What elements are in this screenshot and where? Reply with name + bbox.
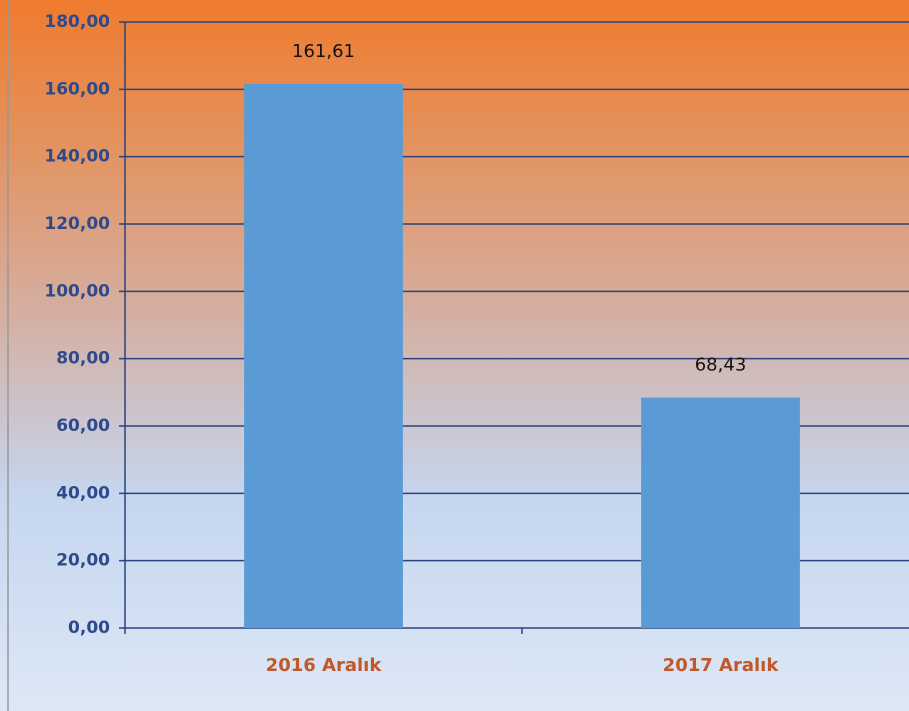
y-tick-label: 40,00 [56,483,110,503]
y-tick-label: 80,00 [56,349,110,369]
bar [641,397,800,628]
y-tick-label: 160,00 [44,79,110,99]
y-tick-label: 120,00 [44,214,110,234]
y-tick-label: 20,00 [56,551,110,571]
data-label: 161,61 [292,41,355,62]
data-label: 68,43 [695,355,747,376]
y-tick-label: 60,00 [56,416,110,436]
y-tick-label: 180,00 [44,12,110,32]
y-tick-label: 0,00 [68,618,110,638]
y-tick-label: 100,00 [44,281,110,301]
y-tick-label: 140,00 [44,147,110,167]
x-tick-label: 2017 Aralık [663,655,780,676]
x-tick-label: 2016 Aralık [266,655,383,676]
bar [244,83,403,628]
